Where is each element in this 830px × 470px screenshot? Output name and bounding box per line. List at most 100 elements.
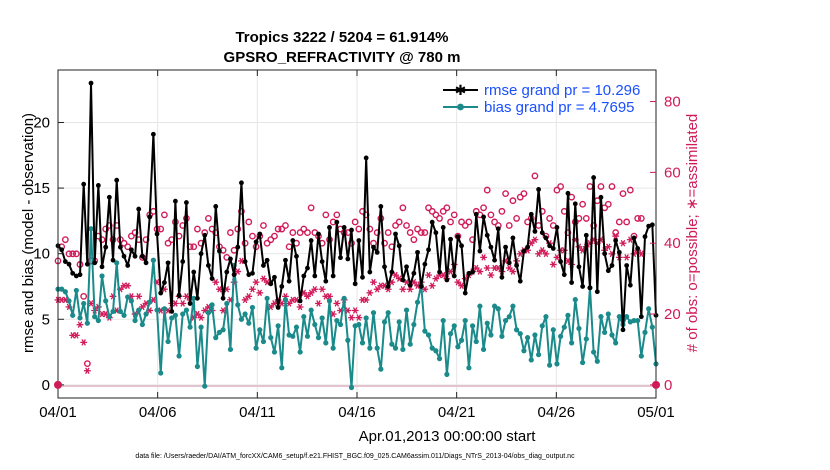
obs-assimilated-point xyxy=(454,278,462,286)
obs-assimilated-point xyxy=(428,282,436,289)
obs-possible-point xyxy=(300,225,308,233)
rmse-point xyxy=(158,290,164,296)
obs-possible-point xyxy=(61,236,69,244)
bias-point xyxy=(183,307,190,313)
rmse-point xyxy=(591,175,597,180)
bias-point xyxy=(246,320,252,326)
obs-possible-point xyxy=(637,215,645,222)
bias-point xyxy=(558,333,564,339)
chart-title: Tropics 3222 / 5204 = 61.914% xyxy=(235,29,448,46)
bias-point xyxy=(638,353,644,359)
bias-point xyxy=(103,298,109,304)
bias-point xyxy=(99,273,105,279)
bias-point xyxy=(602,329,608,335)
obs-possible-point xyxy=(619,190,627,198)
obs-possible-point xyxy=(505,222,513,229)
obs-assimilated-point xyxy=(311,285,319,293)
x-tick-label: 04/26 xyxy=(538,404,576,421)
bias-point xyxy=(524,335,531,341)
obs-possible-point xyxy=(513,215,520,222)
obs-assimilated-point xyxy=(183,293,190,300)
obs-assimilated-point xyxy=(351,307,359,314)
rmse-point xyxy=(195,295,200,301)
rmse-point xyxy=(290,238,296,243)
obs-possible-point xyxy=(425,204,432,212)
rmse-point xyxy=(187,301,193,306)
obs-possible-point xyxy=(428,207,436,215)
rmse-point xyxy=(624,263,630,268)
rmse-point xyxy=(378,204,384,209)
y-tick-label: 20 xyxy=(33,114,50,131)
rmse-point xyxy=(198,251,204,257)
rmse-point xyxy=(172,198,178,204)
bias-point xyxy=(532,332,538,338)
bias-point xyxy=(301,314,307,320)
obs-assimilated-point xyxy=(538,247,546,254)
obs-assimilated-point xyxy=(355,314,363,321)
bias-point xyxy=(624,314,630,320)
obs-assimilated-point xyxy=(348,314,355,321)
obs-assimilated-point xyxy=(197,314,205,321)
bias-point xyxy=(521,348,527,354)
obs-possible-point xyxy=(260,222,267,229)
obs-assimilated-point xyxy=(505,264,513,272)
rmse-point xyxy=(220,295,226,301)
bias-point xyxy=(392,345,399,351)
obs-assimilated-point xyxy=(366,289,374,297)
bias-point xyxy=(125,294,131,300)
bias-point xyxy=(297,349,303,355)
bias-point xyxy=(425,332,432,338)
obs-assimilated-point xyxy=(476,268,484,275)
rmse-point xyxy=(382,264,387,270)
bias-point xyxy=(191,295,197,301)
rmse-point xyxy=(506,260,512,266)
rmse-point xyxy=(609,263,615,268)
bias-point xyxy=(469,323,476,329)
bias-point xyxy=(433,348,439,354)
obs-possible-point xyxy=(227,229,234,236)
rmse-point xyxy=(231,272,237,278)
rmse-point xyxy=(349,227,354,233)
rmse-point xyxy=(312,273,318,279)
obs-possible-point xyxy=(443,204,451,212)
rmse-point xyxy=(165,260,171,266)
obs-possible-point xyxy=(366,225,374,233)
obs-assimilated-point xyxy=(612,232,620,240)
rmse-point xyxy=(206,263,211,268)
bias-point xyxy=(385,310,391,316)
rmse-point xyxy=(228,256,233,262)
obs-assimilated-point xyxy=(399,285,407,293)
bias-point xyxy=(414,299,421,305)
obs-assimilated-point xyxy=(531,236,539,243)
obs-possible-point xyxy=(384,229,392,236)
rmse-point xyxy=(455,234,461,240)
bias-point xyxy=(440,317,446,324)
obs-possible-point xyxy=(417,229,425,236)
rmse-point xyxy=(264,257,270,263)
bias-point xyxy=(330,345,336,351)
bias-point xyxy=(495,306,501,312)
rmse-point xyxy=(121,253,127,259)
obs-assimilated-point xyxy=(439,271,447,279)
rmse-point xyxy=(499,274,505,280)
bias-point xyxy=(389,341,395,347)
rmse-point xyxy=(88,80,94,86)
bias-point xyxy=(411,321,417,328)
rmse-point xyxy=(642,234,648,240)
rmse-point xyxy=(539,230,545,236)
obs-possible-point xyxy=(480,204,487,212)
rmse-point xyxy=(503,244,508,250)
y-axis-label: rmse and bias (model - observation) xyxy=(20,113,37,353)
y-tick-label: 5 xyxy=(42,311,50,328)
obs-possible-point xyxy=(516,193,524,201)
rmse-point xyxy=(433,230,439,236)
obs-possible-point xyxy=(465,218,473,226)
obs-possible-point xyxy=(307,204,315,212)
obs-possible-point xyxy=(124,243,132,251)
rmse-point xyxy=(646,223,652,229)
rmse-point xyxy=(481,214,486,220)
y-right-tick-label: 60 xyxy=(664,164,681,181)
obs-possible-point xyxy=(623,218,631,226)
bias-point xyxy=(609,332,615,338)
bias-point xyxy=(580,359,586,366)
